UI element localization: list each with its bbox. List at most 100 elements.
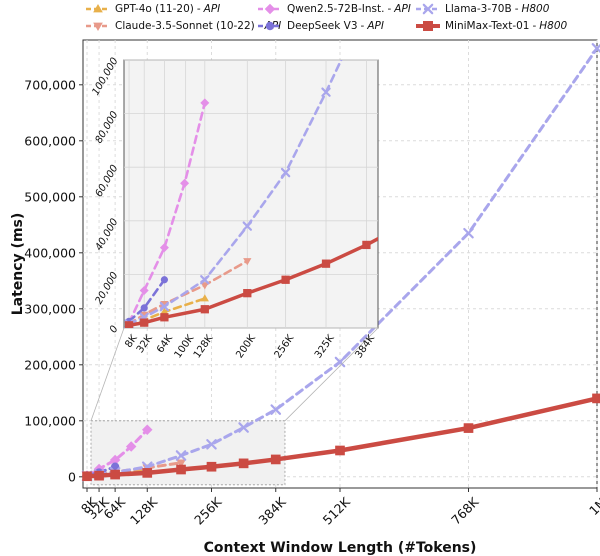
legend-mode: API — [367, 20, 384, 32]
main-series-group — [81, 43, 600, 482]
main-point-minimax-text-01 — [82, 471, 92, 482]
inset-point-llama-3-70b — [363, 3, 370, 10]
inset-point-gpt-4o-11-20 — [200, 294, 209, 302]
main-point-minimax-text-01 — [206, 461, 217, 472]
legend-swatch — [416, 21, 440, 31]
legend-marker — [93, 3, 103, 13]
legend-item-qwen2-5-72b-inst: Qwen2.5-72B-Inst. - API — [257, 3, 411, 15]
zoom-connector — [284, 327, 379, 422]
legend-item-minimax-text-01: MiniMax-Text-01- H800 — [415, 20, 567, 32]
inset-point-minimax-text-01 — [140, 318, 149, 327]
main-point-llama-3-70b — [175, 450, 187, 461]
legend-separator: - — [532, 20, 537, 32]
inset-point-deepseek-v3 — [140, 304, 148, 312]
legend-mode: API — [394, 3, 411, 15]
inset-point-minimax-text-01 — [243, 289, 252, 298]
main-point-qwen2-5-72b-inst — [109, 454, 121, 466]
legend-item-llama-3-70b: Llama-3-70B - H800 — [415, 3, 549, 15]
legend-separator: - — [360, 20, 365, 32]
grid — [83, 40, 598, 488]
inset-point-deepseek-v3 — [160, 276, 169, 284]
y-tick-label: 300,000 — [24, 301, 76, 316]
main-point-minimax-text-01 — [142, 468, 153, 478]
inset-point-minimax-text-01 — [124, 321, 134, 328]
legend-label: Llama-3-70B — [445, 3, 512, 15]
main-point-llama-3-70b — [238, 422, 249, 433]
y-tick-label: 600,000 — [24, 133, 76, 148]
x-tick-label: 256K — [191, 494, 225, 528]
inset-point-gpt-4o-11-20 — [160, 307, 169, 315]
main-point-claude-3-5-sonnet-10-22 — [176, 459, 186, 468]
zoom-connector — [90, 327, 125, 421]
y-tick-label: 700,000 — [24, 77, 76, 92]
x-tick-label: 1M — [586, 494, 600, 518]
inset-point-qwen2-5-72b-inst — [180, 178, 190, 188]
legend-marker — [422, 3, 434, 15]
legend-label: MiniMax-Text-01 — [445, 20, 530, 32]
legend-label: Qwen2.5-72B-Inst. — [287, 3, 385, 15]
legend-item-deepseek-v3: DeepSeek V3- API — [257, 20, 384, 32]
legend-mode: API — [203, 3, 221, 15]
legend-mode: H800 — [539, 20, 568, 32]
y-tick-label: 0 — [68, 469, 76, 484]
main-point-minimax-text-01 — [238, 458, 249, 469]
legend-item-gpt-4o-11-20: GPT-4o (11-20) - API — [85, 3, 220, 15]
y-tick-label: 500,000 — [24, 189, 76, 204]
x-tick-label: 768K — [448, 494, 482, 528]
inset-point-qwen2-5-72b-inst — [139, 285, 149, 295]
inset-point-claude-3-5-sonnet-10-22 — [243, 258, 252, 266]
legend-label: DeepSeek V3 — [287, 20, 358, 32]
inset-point-minimax-text-01 — [160, 313, 169, 322]
main-point-llama-3-70b — [270, 404, 282, 415]
legend-mode: H800 — [521, 3, 550, 15]
inset-point-llama-3-70b — [159, 301, 170, 312]
legend-swatch — [258, 21, 282, 31]
x-tick-label: 384K — [255, 494, 289, 528]
main-point-minimax-text-01 — [94, 470, 104, 481]
inset-series-group — [124, 3, 378, 328]
inset-point-llama-3-70b — [280, 167, 291, 178]
inset-point-minimax-text-01 — [200, 305, 209, 314]
y-tick-label: 100,000 — [24, 413, 76, 428]
inset-point-claude-3-5-sonnet-10-22 — [160, 301, 169, 309]
legend-swatch — [86, 22, 110, 32]
inset-point-minimax-text-01 — [362, 240, 371, 250]
y-axis-title: Latency (ms) — [10, 213, 26, 316]
legend: GPT-4o (11-20) - API Claude-3.5-Sonnet (10-… — [85, 3, 597, 37]
inset-point-llama-3-70b — [242, 221, 253, 231]
main-point-minimax-text-01 — [270, 454, 281, 465]
legend-separator: - — [387, 3, 392, 15]
main-point-llama-3-70b — [463, 227, 474, 239]
x-axis-title: Context Window Length (#Tokens) — [204, 540, 477, 556]
main-point-llama-3-70b — [334, 356, 346, 368]
inset-point-claude-3-5-sonnet-10-22 — [140, 311, 149, 319]
legend-swatch — [258, 3, 282, 15]
main-point-minimax-text-01 — [592, 393, 600, 404]
x-tick-label: 128K — [127, 494, 161, 528]
legend-separator: - — [196, 3, 201, 15]
inset-point-minimax-text-01 — [321, 259, 331, 268]
main-point-minimax-text-01 — [110, 469, 120, 480]
legend-marker — [264, 3, 276, 15]
inset-point-llama-3-70b — [200, 275, 210, 285]
inset-y-tick-label: 0 — [108, 324, 121, 335]
inset-point-minimax-text-01 — [281, 275, 290, 284]
legend-swatch — [86, 3, 110, 13]
inset-point-claude-3-5-sonnet-10-22 — [200, 282, 209, 290]
x-tick-label: 512K — [320, 494, 354, 528]
inset-plot-area — [123, 59, 379, 329]
main-point-minimax-text-01 — [176, 464, 186, 475]
legend-marker — [265, 21, 275, 31]
inset-point-llama-3-70b — [321, 87, 331, 97]
inset-point-qwen2-5-72b-inst — [159, 243, 169, 253]
legend-label: Claude-3.5-Sonnet (10-22) — [115, 20, 255, 32]
y-tick-label: 200,000 — [24, 357, 76, 372]
main-point-llama-3-70b — [206, 439, 217, 450]
y-tick-label: 400,000 — [24, 245, 76, 260]
legend-marker — [423, 21, 433, 31]
main-point-qwen2-5-72b-inst — [125, 441, 137, 452]
main-point-qwen2-5-72b-inst — [142, 424, 153, 436]
legend-label: GPT-4o (11-20) — [115, 3, 194, 15]
